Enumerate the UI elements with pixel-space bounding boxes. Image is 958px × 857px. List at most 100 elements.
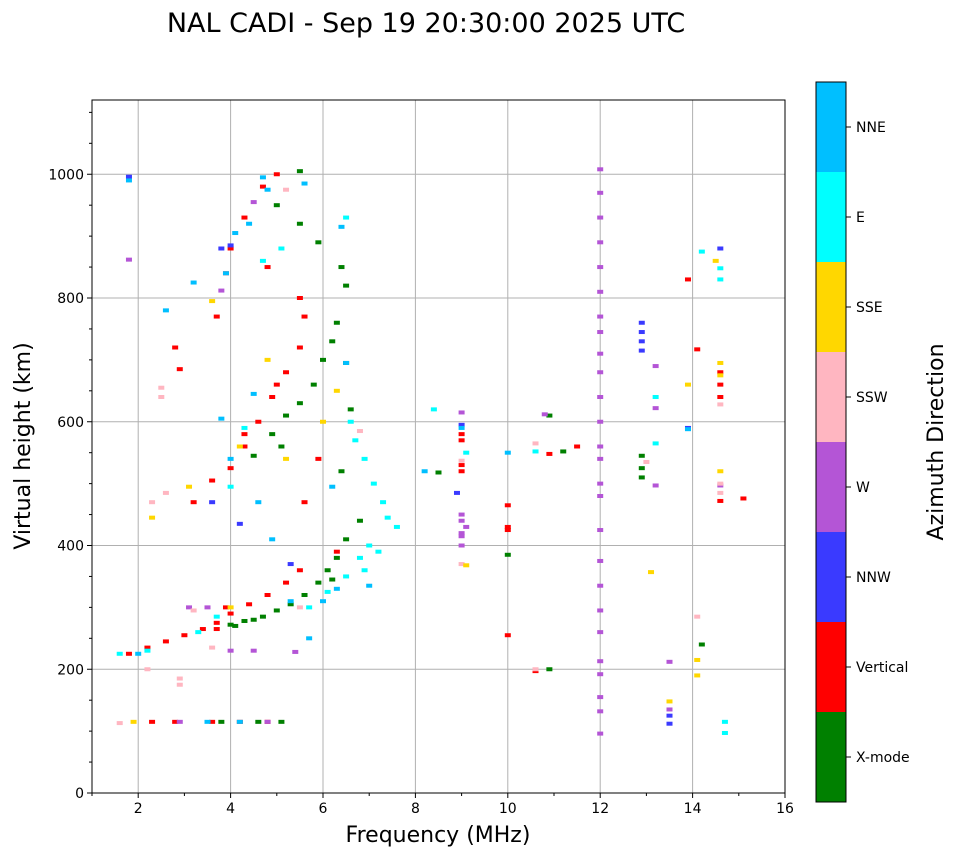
data-point-nnw (638, 348, 645, 353)
data-point-vertical (301, 314, 308, 319)
data-point-nnw (638, 339, 645, 344)
data-point-ssw (643, 459, 650, 464)
data-point-w (458, 518, 465, 523)
data-point-vertical (264, 593, 271, 597)
data-point-nne (504, 450, 511, 455)
data-point-nnw (236, 521, 243, 526)
data-point-x-mode (259, 614, 266, 619)
data-point-vertical (227, 611, 234, 616)
data-point-vertical (222, 605, 229, 610)
data-point-w (597, 215, 604, 220)
data-point-e (356, 555, 363, 560)
data-point-vertical (717, 395, 724, 399)
data-point-x-mode (638, 475, 645, 480)
data-point-sse (717, 360, 724, 365)
data-point-sse (130, 719, 137, 724)
data-point-w (597, 709, 604, 714)
data-point-vertical (213, 620, 220, 625)
data-point-x-mode (315, 580, 322, 585)
data-point-vertical (227, 246, 234, 251)
data-point-e (116, 651, 123, 656)
x-tick-label: 8 (411, 801, 420, 817)
data-point-w (227, 648, 234, 653)
colorbar-frame (815, 81, 847, 803)
data-point-nnw (227, 243, 234, 248)
data-point-ssw (458, 562, 465, 567)
data-point-vertical (199, 627, 206, 632)
data-point-sse (236, 444, 243, 449)
y-axis: 0 200 400 600 800 1000 (48, 111, 92, 802)
data-point-sse (666, 699, 673, 704)
data-point-w (250, 200, 257, 205)
data-point-ssw (532, 667, 539, 672)
data-point-ssw (144, 667, 151, 672)
data-point-ssw (717, 490, 724, 495)
data-point-vertical (694, 347, 701, 352)
data-point-x-mode (329, 339, 336, 344)
data-point-ssw (190, 608, 197, 613)
y-tick-label: 600 (57, 415, 84, 431)
colorbar-label-nnw: NNW (856, 570, 891, 586)
x-tick-label: 14 (684, 801, 702, 817)
data-point-ssw (717, 402, 724, 407)
data-point-nne (343, 360, 350, 365)
data-point-vertical (190, 500, 197, 505)
colorbar-swatch-sse (816, 262, 846, 352)
data-point-e (532, 449, 539, 454)
data-point-x-mode (250, 617, 257, 622)
data-point-x-mode (546, 667, 553, 672)
data-point-vertical (209, 719, 216, 724)
data-point-e (144, 648, 151, 653)
data-point-e (241, 425, 248, 430)
data-point-w (463, 524, 470, 529)
data-point-vertical (504, 528, 511, 533)
data-point-nnw (125, 174, 132, 179)
data-point-nnw (666, 721, 673, 726)
data-point-vertical (144, 645, 151, 650)
data-point-w (597, 630, 604, 635)
data-point-vertical (458, 432, 465, 437)
data-point-ssw (694, 614, 701, 619)
x-tick-label: 16 (776, 801, 794, 817)
data-point-w (597, 731, 604, 736)
data-point-x-mode (333, 555, 340, 560)
data-point-nnw (453, 490, 460, 495)
data-point-x-mode (255, 719, 262, 724)
data-point-w (597, 167, 604, 172)
data-point-x-mode (269, 432, 276, 437)
data-point-vertical (574, 444, 581, 449)
y-tick-label: 400 (57, 539, 84, 555)
data-point-x-mode (278, 444, 285, 449)
data-point-vertical (546, 451, 553, 456)
data-point-w (458, 531, 465, 536)
data-point-x-mode (324, 568, 331, 573)
colorbar-label-e: E (856, 210, 865, 226)
data-point-w (597, 558, 604, 563)
data-point-w (292, 649, 299, 654)
data-point-ssw (176, 682, 183, 687)
data-point-x-mode (227, 622, 234, 627)
data-point-e (721, 719, 728, 724)
data-point-nnw (666, 713, 673, 718)
data-point-nne (250, 391, 257, 396)
data-point-ssw (158, 385, 165, 390)
data-point-x-mode (296, 401, 303, 406)
data-point-w (125, 257, 132, 262)
data-point-e (361, 456, 368, 461)
data-point-x-mode (232, 623, 239, 628)
data-point-x-mode (250, 453, 257, 458)
y-tick-label: 800 (57, 291, 84, 307)
data-point-sse (717, 469, 724, 474)
data-point-e (721, 730, 728, 735)
data-point-w (597, 314, 604, 319)
data-point-w (597, 528, 604, 533)
x-axis: 2 4 6 8 10 12 14 16 (91, 793, 794, 817)
data-point-w (458, 543, 465, 548)
x-tick-label: 10 (499, 801, 517, 817)
data-point-w (218, 288, 225, 293)
data-point-e (370, 481, 377, 486)
data-point-e (717, 266, 724, 271)
data-point-w (458, 534, 465, 539)
colorbar-swatch-w (816, 442, 846, 532)
